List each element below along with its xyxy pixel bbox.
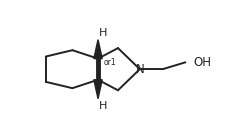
- Text: H: H: [98, 28, 107, 38]
- Polygon shape: [94, 80, 102, 99]
- Polygon shape: [94, 40, 102, 59]
- Text: N: N: [135, 63, 144, 76]
- Text: or1: or1: [104, 58, 116, 67]
- Text: OH: OH: [193, 56, 211, 69]
- Text: H: H: [98, 101, 107, 111]
